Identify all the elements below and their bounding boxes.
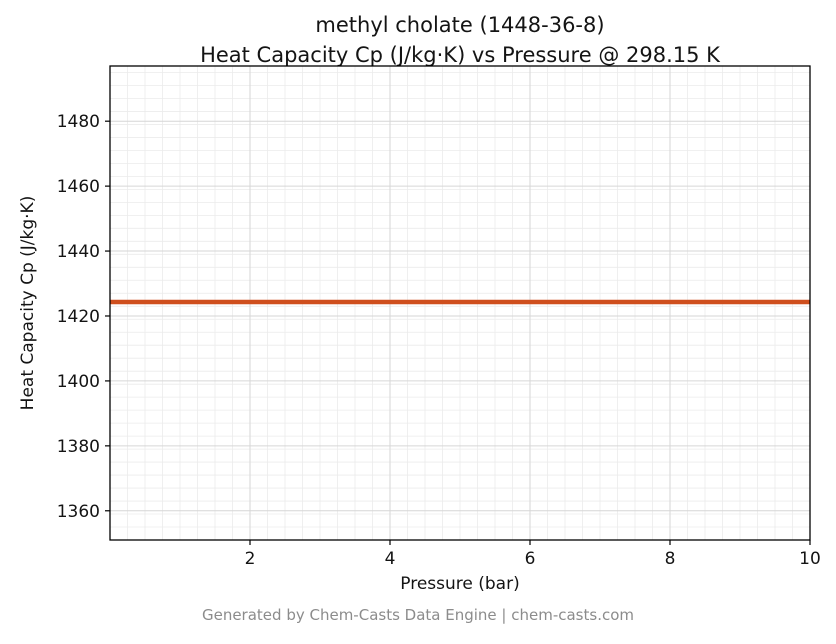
- y-tick-label: 1420: [57, 307, 100, 327]
- y-tick-label: 1380: [57, 437, 100, 457]
- x-tick-label: 8: [665, 549, 676, 569]
- y-tick-label: 1480: [57, 112, 100, 132]
- y-tick-label: 1360: [57, 502, 100, 522]
- plot-border: [109, 65, 811, 541]
- y-axis-label: Heat Capacity Cp (J/kg·K): [18, 195, 38, 411]
- x-tick-label: 4: [385, 549, 396, 569]
- x-tick-label: 6: [525, 549, 536, 569]
- chart-title-line1: methyl cholate (1448-36-8): [315, 13, 605, 37]
- x-tick-label: 10: [799, 549, 821, 569]
- x-tick-label: 2: [245, 549, 256, 569]
- x-axis-label: Pressure (bar): [400, 574, 520, 594]
- y-tick-label: 1440: [57, 242, 100, 262]
- footer-caption: Generated by Chem-Casts Data Engine | ch…: [201, 606, 635, 624]
- chart-title: methyl cholate (1448-36-8) Heat Capacity…: [110, 10, 810, 71]
- y-tick-label: 1400: [57, 372, 100, 392]
- y-tick-label: 1460: [57, 177, 100, 197]
- chart-title-line2: Heat Capacity Cp (J/kg·K) vs Pressure @ …: [200, 43, 720, 68]
